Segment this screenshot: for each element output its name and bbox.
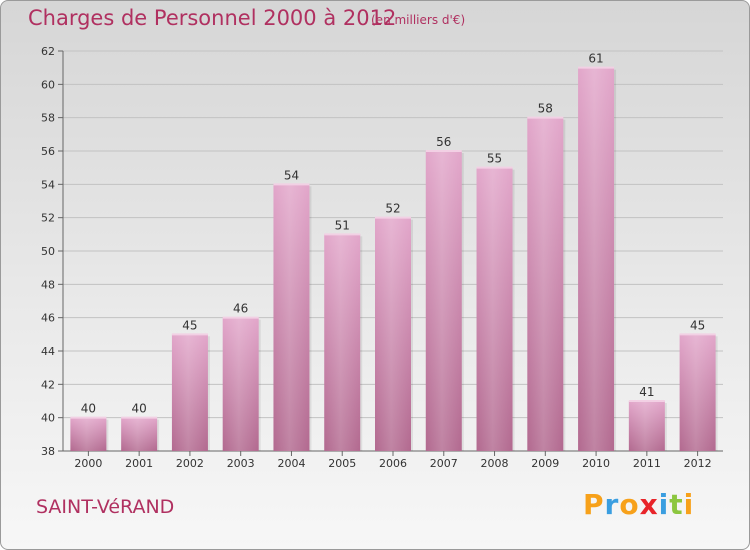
bar-highlight [425, 151, 462, 451]
data-label: 51 [335, 218, 350, 232]
bar-highlight [375, 217, 411, 451]
logo-letter: x [639, 488, 659, 521]
data-label: 45 [182, 318, 197, 332]
data-label: 58 [538, 102, 553, 116]
x-tick-label: 2001 [125, 457, 153, 470]
y-tick-label: 38 [41, 445, 55, 458]
data-label: 40 [132, 402, 147, 416]
data-label: 41 [639, 385, 654, 399]
town-name: SAINT-VéRAND [36, 496, 175, 518]
bar-highlight [476, 167, 513, 451]
y-tick-label: 54 [41, 178, 55, 191]
x-tick-label: 2009 [531, 457, 559, 470]
data-label: 55 [487, 152, 502, 166]
y-tick-label: 48 [41, 278, 55, 291]
y-tick-label: 40 [41, 412, 55, 425]
logo-letter: i [658, 488, 670, 521]
bar-highlight [273, 184, 310, 452]
y-tick-label: 60 [41, 78, 55, 91]
logo-letter: t [669, 488, 684, 521]
bar-highlight [679, 334, 716, 451]
bar-highlight [121, 417, 158, 451]
y-tick-label: 56 [41, 145, 55, 158]
chart-title: Charges de Personnel 2000 à 2012 [28, 6, 397, 30]
x-tick-label: 2011 [633, 457, 661, 470]
x-tick-label: 2012 [684, 457, 712, 470]
logo-letter: P [583, 488, 605, 521]
bar-highlight [578, 67, 615, 452]
data-label: 45 [690, 318, 705, 332]
y-tick-label: 52 [41, 212, 55, 225]
logo-letter: r [604, 488, 620, 521]
data-label: 46 [233, 302, 248, 316]
chart-subtitle: (en milliers d'€) [371, 13, 466, 27]
x-tick-label: 2000 [74, 457, 102, 470]
bar-highlight [222, 317, 259, 451]
data-label: 56 [436, 135, 451, 149]
y-tick-label: 42 [41, 378, 55, 391]
bar-highlight [70, 417, 107, 451]
data-label: 54 [284, 168, 299, 182]
logo-letter: o [619, 488, 640, 521]
bar-highlight [324, 234, 361, 451]
y-tick-label: 62 [41, 45, 55, 58]
x-tick-label: 2005 [328, 457, 356, 470]
x-tick-label: 2006 [379, 457, 407, 470]
x-tick-label: 2004 [277, 457, 305, 470]
y-tick-label: 50 [41, 245, 55, 258]
bar-highlight [171, 334, 208, 451]
labels: 40 2000 40 2001 45 2002 46 2003 54 2004 51 2005 52 20… [74, 52, 711, 470]
bar-highlight [628, 401, 665, 451]
bars [70, 66, 718, 452]
x-tick-label: 2007 [430, 457, 458, 470]
y-tick-label: 46 [41, 312, 55, 325]
x-tick-label: 2002 [176, 457, 204, 470]
y-tick-label: 44 [41, 345, 55, 358]
bar-highlight [527, 117, 564, 452]
x-tick-label: 2008 [481, 457, 509, 470]
logo-letter: i [683, 488, 695, 521]
data-label: 61 [588, 52, 603, 66]
data-label: 52 [385, 202, 400, 216]
x-tick-label: 2003 [227, 457, 255, 470]
x-tick-label: 2010 [582, 457, 610, 470]
proxiti-logo: Proxiti [583, 488, 694, 521]
data-label: 40 [81, 402, 96, 416]
y-tick-label: 58 [41, 112, 55, 125]
